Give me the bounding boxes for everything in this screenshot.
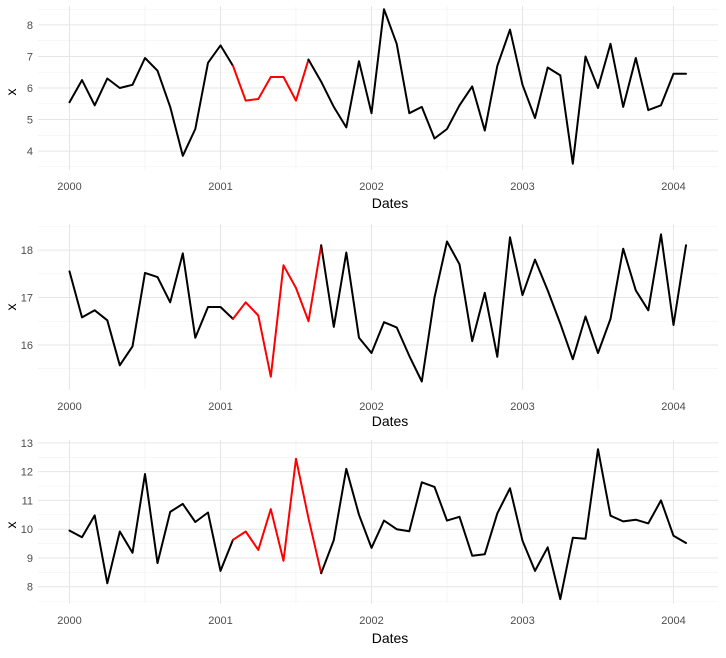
x-tick-label: 2001 bbox=[208, 615, 232, 627]
y-tick-label: 7 bbox=[27, 51, 33, 63]
y-tick-label: 13 bbox=[21, 438, 33, 450]
x-tick-label: 2002 bbox=[359, 401, 383, 413]
x-tick-label: 2000 bbox=[57, 181, 81, 193]
chart-panel-2: 16 17 18 2000 2001 2002 2003 2004 Dates x bbox=[3, 224, 718, 429]
x-tick-label: 2003 bbox=[510, 401, 534, 413]
x-tick-label: 2003 bbox=[510, 615, 534, 627]
y-tick-label: 11 bbox=[22, 495, 33, 507]
series-line-base bbox=[68, 473, 234, 585]
x-tick-label: 2000 bbox=[57, 401, 81, 413]
y-tick-label: 6 bbox=[27, 83, 33, 95]
y-tick-label: 12 bbox=[21, 467, 33, 479]
y-tick-label: 18 bbox=[21, 245, 33, 257]
x-tick-label: 2001 bbox=[208, 181, 232, 193]
series-line-base bbox=[307, 8, 687, 165]
series-line-highlight bbox=[232, 457, 323, 575]
y-axis-label: x bbox=[3, 304, 19, 311]
x-tick-label: 2004 bbox=[661, 401, 685, 413]
series-line-base bbox=[68, 44, 234, 157]
x-tick-label: 2003 bbox=[510, 181, 534, 193]
x-axis-label: Dates bbox=[372, 630, 409, 646]
y-tick-label: 4 bbox=[27, 146, 33, 158]
y-tick-label: 16 bbox=[21, 340, 33, 352]
y-tick-label: 8 bbox=[27, 582, 33, 594]
y-tick-label: 9 bbox=[27, 553, 33, 565]
series-line-base bbox=[68, 252, 234, 367]
chart-panel-1: 4 5 6 7 8 2000 2001 2002 2003 2004 Dates x bbox=[3, 6, 718, 211]
x-tick-label: 2004 bbox=[661, 615, 685, 627]
y-tick-label: 10 bbox=[21, 524, 33, 536]
x-tick-label: 2004 bbox=[661, 181, 685, 193]
series-line-highlight bbox=[232, 244, 323, 378]
series-line-base bbox=[320, 233, 687, 383]
x-tick-label: 2002 bbox=[359, 181, 383, 193]
y-axis-label: x bbox=[3, 522, 19, 529]
x-axis-label: Dates bbox=[372, 413, 409, 429]
x-axis-label: Dates bbox=[372, 195, 409, 211]
y-tick-label: 8 bbox=[27, 20, 33, 32]
series-line-base bbox=[320, 448, 687, 601]
chart-panel-3: 8 9 10 11 12 13 2000 2001 2002 2003 2004 Dates x bbox=[3, 438, 718, 646]
series-line-highlight bbox=[232, 58, 310, 102]
x-tick-label: 2002 bbox=[359, 615, 383, 627]
x-tick-label: 2000 bbox=[57, 615, 81, 627]
y-tick-label: 17 bbox=[21, 293, 33, 305]
y-axis-label: x bbox=[3, 89, 19, 96]
x-tick-label: 2001 bbox=[208, 401, 232, 413]
y-tick-label: 5 bbox=[27, 115, 33, 127]
